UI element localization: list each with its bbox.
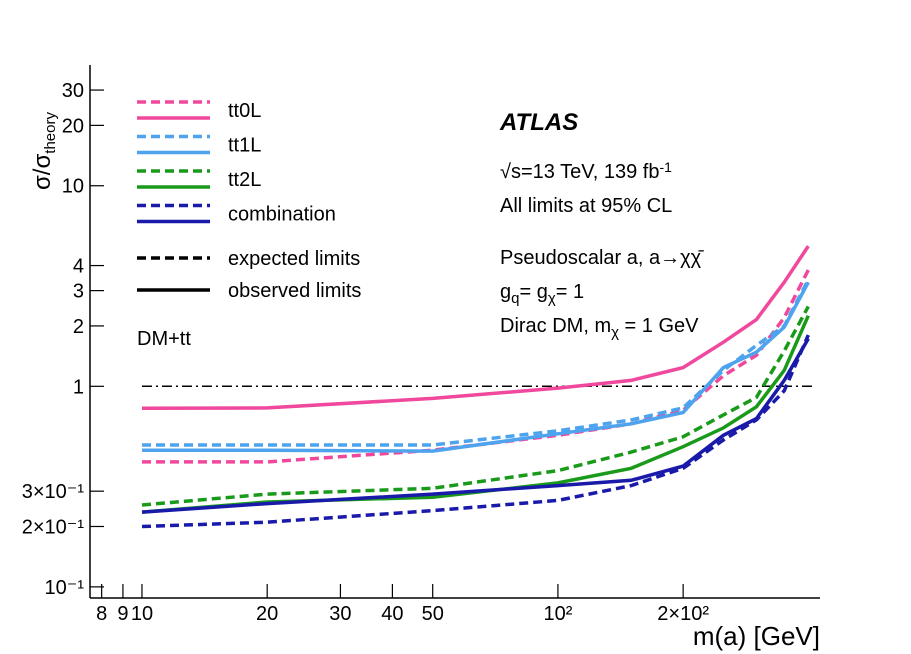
y-axis-label-part: σ/σ [29, 154, 56, 190]
couplings-label-part: = 1 [556, 281, 584, 303]
y-tick-label: 10⁻¹ [45, 577, 85, 599]
energy-label: √s=13 TeV, 139 fb-1 [500, 159, 672, 183]
y-axis-label-part: theory [42, 112, 59, 154]
line-observed [141, 314, 810, 514]
y-tick-label: 1 [73, 376, 84, 398]
x-tick-label: 30 [329, 603, 351, 625]
x-tick-label: 9 [117, 603, 128, 625]
y-tick-label: 2×10⁻¹ [22, 516, 85, 538]
process-label: DM+tt [137, 328, 191, 350]
legend-label: tt2L [228, 169, 261, 191]
y-tick-label: 3×10⁻¹ [22, 481, 85, 503]
couplings-label-part: = g [519, 281, 547, 303]
dm-label-part: χ [611, 324, 619, 341]
x-tick-label: 40 [381, 603, 403, 625]
y-tick-label: 2 [73, 316, 84, 338]
x-axis-label: m(a) [GeV] [693, 621, 820, 651]
x-tick-label: 20 [256, 603, 278, 625]
cl-label: All limits at 95% CL [500, 195, 672, 217]
couplings-label: gq= gχ= 1 [500, 281, 584, 307]
energy-label-part: √s=13 TeV, 139 fb [500, 161, 659, 183]
legend-label: tt0L [228, 100, 261, 122]
legend-label: expected limits [228, 248, 360, 270]
line-expected [141, 305, 810, 507]
model-label: Pseudoscalar a, a→χχ̄ [500, 247, 704, 269]
line-observed [141, 245, 810, 411]
x-tick-label: 8 [96, 603, 107, 625]
y-tick-label: 20 [62, 115, 84, 137]
y-axis-label: σ/σtheory [29, 112, 59, 190]
y-tick-label: 10 [62, 176, 84, 198]
couplings-label-part: q [511, 290, 519, 307]
experiment-label: ATLAS [499, 109, 578, 136]
line-expected [141, 334, 810, 529]
couplings-label-part: χ [548, 290, 556, 307]
dm-label-part: = 1 GeV [619, 315, 699, 337]
x-tick-label: 50 [422, 603, 444, 625]
couplings-label-part: g [500, 281, 511, 303]
dm-label: Dirac DM, mχ = 1 GeV [500, 315, 699, 341]
y-tick-label: 3 [73, 281, 84, 303]
x-tick-label: 10² [543, 603, 572, 625]
legend-label: observed limits [228, 280, 361, 302]
line-observed [141, 337, 810, 514]
x-tick-label: 2×10² [657, 603, 709, 625]
line-observed [142, 281, 810, 453]
legend-label: tt1L [228, 135, 261, 157]
legend-label: combination [228, 204, 336, 226]
y-tick-label: 30 [62, 80, 84, 102]
x-tick-label: 10 [131, 603, 153, 625]
line-expected [142, 278, 810, 447]
dm-label-part: Dirac DM, m [500, 315, 611, 337]
energy-label-part: -1 [659, 159, 672, 175]
y-tick-label: 4 [73, 256, 84, 278]
